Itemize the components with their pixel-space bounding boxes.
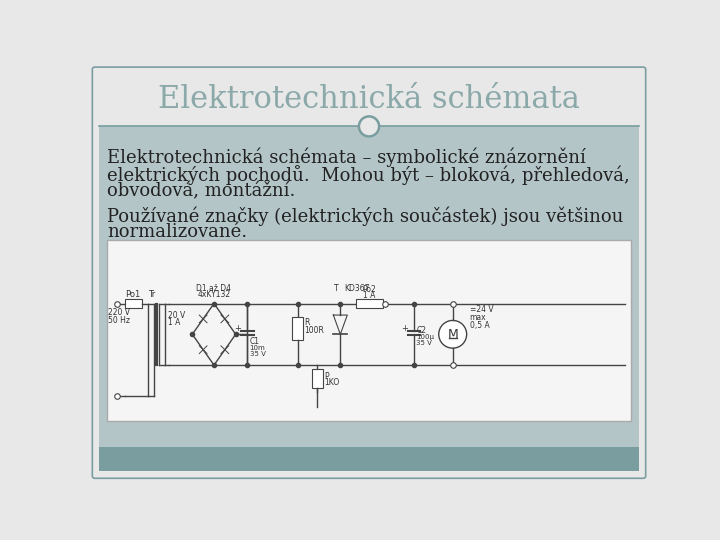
Text: 100R: 100R — [305, 326, 325, 335]
Text: M: M — [447, 328, 458, 341]
Bar — [99, 126, 639, 450]
Bar — [125, 299, 142, 308]
Text: +: + — [401, 323, 408, 333]
Text: +: + — [235, 323, 241, 333]
Text: 1 A: 1 A — [363, 291, 376, 300]
Text: 20 V: 20 V — [168, 310, 186, 320]
Text: elektrických pochodů.  Mohou být – bloková, přehledová,: elektrických pochodů. Mohou být – blokov… — [107, 165, 630, 185]
Text: 50 Hz: 50 Hz — [109, 316, 130, 325]
Text: R: R — [305, 318, 310, 327]
Text: obvodová, montážní.: obvodová, montážní. — [107, 182, 295, 200]
Text: P: P — [324, 372, 328, 381]
Bar — [292, 318, 303, 340]
Text: 0,5 A: 0,5 A — [469, 321, 490, 329]
Bar — [99, 447, 639, 471]
Text: C1: C1 — [250, 338, 260, 347]
Text: 10m: 10m — [250, 345, 266, 351]
Circle shape — [359, 117, 379, 137]
Bar — [107, 240, 631, 421]
Text: 4xKY132: 4xKY132 — [197, 290, 230, 299]
Text: Po1: Po1 — [125, 290, 140, 299]
Text: Používané značky (elektrických součástek) jsou většinou: Používané značky (elektrických součástek… — [107, 206, 624, 226]
Text: =24 V: =24 V — [469, 305, 493, 314]
Text: 35 V: 35 V — [416, 340, 432, 346]
Text: 1 A: 1 A — [168, 318, 181, 327]
Text: 220 V: 220 V — [109, 308, 130, 317]
Text: Tr: Tr — [148, 290, 155, 299]
Text: KD367: KD367 — [344, 284, 369, 293]
Bar — [356, 299, 383, 308]
Text: Elektrotechnická schémata – symbolické znázornění: Elektrotechnická schémata – symbolické z… — [107, 148, 586, 167]
Text: Po2: Po2 — [362, 285, 377, 294]
Text: Elektrotechnická schémata: Elektrotechnická schémata — [158, 84, 580, 115]
FancyBboxPatch shape — [92, 67, 646, 478]
Text: T: T — [334, 284, 339, 293]
Text: normalizované.: normalizované. — [107, 224, 247, 241]
Text: max: max — [469, 313, 487, 322]
Text: 100μ: 100μ — [416, 334, 434, 340]
Text: 35 V: 35 V — [250, 352, 266, 357]
Text: D1 až D4: D1 až D4 — [197, 284, 232, 293]
Text: 1KO: 1KO — [324, 379, 339, 387]
Circle shape — [438, 320, 467, 348]
Text: C2: C2 — [416, 326, 426, 335]
Bar — [312, 369, 323, 388]
